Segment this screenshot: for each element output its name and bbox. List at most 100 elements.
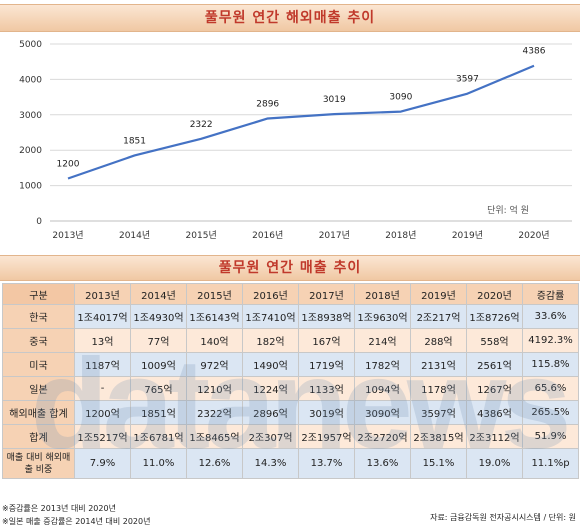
table-cell: 7.9% [74, 448, 131, 479]
table-cell: 2조3815억 [410, 424, 467, 449]
table-cell: 1009억 [130, 352, 187, 377]
table-row: 중국 13억 77억 140억 182억 167억 214억 288억 558억 4192.3% [2, 328, 579, 353]
data-label: 1851 [123, 136, 146, 146]
row-label: 미국 [2, 352, 75, 377]
table-cell: 1210억 [186, 376, 243, 401]
header-col: 2016년 [242, 283, 299, 305]
table-cell: 3090억 [354, 400, 411, 425]
table-cell: 2조2720억 [354, 424, 411, 449]
header-col: 2018년 [354, 283, 411, 305]
table-cell: 13.6% [354, 448, 411, 479]
table-cell: 51.9% [522, 424, 579, 449]
row-label: 해외매출 합계 [2, 400, 75, 425]
y-tick-label: 0 [36, 217, 42, 227]
table-cell: 19.0% [466, 448, 523, 479]
table-cell: 33.6% [522, 304, 579, 329]
chart-background [0, 34, 580, 252]
table-cell: 558억 [466, 328, 523, 353]
table-cell: 1조6143억 [186, 304, 243, 329]
table-row: 미국 1187억 1009억 972억 1490억 1719억 1782억 2131억 2561… [2, 352, 579, 377]
header-col: 2019년 [410, 283, 467, 305]
table-cell: 972억 [186, 352, 243, 377]
footnote-2: ※일본 매출 증감률은 2014년 대비 2020년 [2, 517, 151, 526]
table-cell: 2조1957억 [298, 424, 355, 449]
x-tick-label: 2015년 [186, 230, 217, 241]
table-cell: 2322억 [186, 400, 243, 425]
table-cell: 65.6% [522, 376, 579, 401]
table-cell: 1224억 [242, 376, 299, 401]
table-cell: 4192.3% [522, 328, 579, 353]
header-col: 2017년 [298, 283, 355, 305]
table-cell: 115.8% [522, 352, 579, 377]
table-cell: 1133억 [298, 376, 355, 401]
data-label: 2322 [190, 120, 213, 130]
header-col: 2020년 [466, 283, 523, 305]
y-tick-label: 1000 [19, 182, 42, 192]
x-tick-label: 2016년 [252, 230, 283, 241]
data-label: 3597 [456, 75, 479, 85]
header-col: 2015년 [186, 283, 243, 305]
header-col: 2014년 [130, 283, 187, 305]
table-cell: 12.6% [186, 448, 243, 479]
table-cell: 1178억 [410, 376, 467, 401]
table-cell: 77억 [130, 328, 187, 353]
y-tick-label: 3000 [19, 111, 42, 121]
table-cell: 1조8726억 [466, 304, 523, 329]
row-label: 일본 [2, 376, 75, 401]
table-cell: 4386억 [466, 400, 523, 425]
x-tick-label: 2013년 [52, 230, 83, 241]
table-cell: 11.0% [130, 448, 187, 479]
table-cell: 3019억 [298, 400, 355, 425]
header-col: 증감률 [522, 283, 579, 305]
table-cell: 265.5% [522, 400, 579, 425]
table-cell: 1719억 [298, 352, 355, 377]
data-label: 4386 [523, 47, 546, 57]
table-cell: 182억 [242, 328, 299, 353]
table-row: 한국 1조4017억 1조4930억 1조6143억 1조7410억 1조8938억 1조9… [2, 304, 579, 329]
y-tick-label: 2000 [19, 146, 42, 156]
table-header-row: 구분 2013년 2014년 2015년 2016년 2017년 2018년 2019년 202… [2, 283, 579, 305]
table-cell: 2조3112억 [466, 424, 523, 449]
unit-note: 단위: 억 원 [487, 204, 529, 216]
table-cell: 1조8465억 [186, 424, 243, 449]
table-cell: - [74, 376, 131, 401]
sales-table: 구분 2013년 2014년 2015년 2016년 2017년 2018년 2019년 202… [2, 283, 579, 479]
table-cell: 1490억 [242, 352, 299, 377]
table-cell: 1조7410억 [242, 304, 299, 329]
series-line [67, 64, 535, 180]
table-cell: 15.1% [410, 448, 467, 479]
table-cell: 13억 [74, 328, 131, 353]
data-label: 2896 [256, 99, 279, 109]
data-label: 3019 [323, 95, 346, 105]
table-cell: 1782억 [354, 352, 411, 377]
table-cell: 2조307억 [242, 424, 299, 449]
table-row: 해외매출 합계 1200억 1851억 2322억 2896억 3019억 3090억 359… [2, 400, 579, 425]
data-label: 1200 [57, 160, 80, 170]
table-cell: 1조4930억 [130, 304, 187, 329]
footnote-1: ※증감률은 2013년 대비 2020년 [2, 504, 116, 513]
table-cell: 1조6781억 [130, 424, 187, 449]
x-tick-label: 2018년 [385, 230, 416, 241]
x-tick-labels: 2013년 2014년 2015년 2016년 2017년 2018년 2019년 2020년 [52, 230, 549, 241]
table-cell: 2561억 [466, 352, 523, 377]
table-cell: 2896억 [242, 400, 299, 425]
table-cell: 1267억 [466, 376, 523, 401]
y-tick-label: 4000 [19, 75, 42, 85]
header-category: 구분 [2, 283, 75, 305]
table-title: 풀무원 연간 매출 추이 [0, 255, 580, 281]
table-cell: 1조5217억 [74, 424, 131, 449]
table-cell: 1조4017억 [74, 304, 131, 329]
x-tick-label: 2020년 [518, 230, 549, 241]
table-row: 합계 1조5217억 1조6781억 1조8465억 2조307억 2조1957억 2조27… [2, 424, 579, 449]
table-cell: 2조217억 [410, 304, 467, 329]
data-labels: 1200 1851 2322 2896 3019 3090 3597 4386 [57, 47, 546, 170]
chart-title: 풀무원 연간 해외매출 추이 [0, 4, 580, 32]
table-cell: 1851억 [130, 400, 187, 425]
table-cell: 1조8938억 [298, 304, 355, 329]
table-row: 매출 대비 해외매출 비중 7.9% 11.0% 12.6% 14.3% 13.7% 13.… [2, 448, 579, 479]
table-cell: 1200억 [74, 400, 131, 425]
x-tick-label: 2019년 [452, 230, 483, 241]
table-cell: 11.1%p [522, 448, 579, 479]
row-label: 한국 [2, 304, 75, 329]
